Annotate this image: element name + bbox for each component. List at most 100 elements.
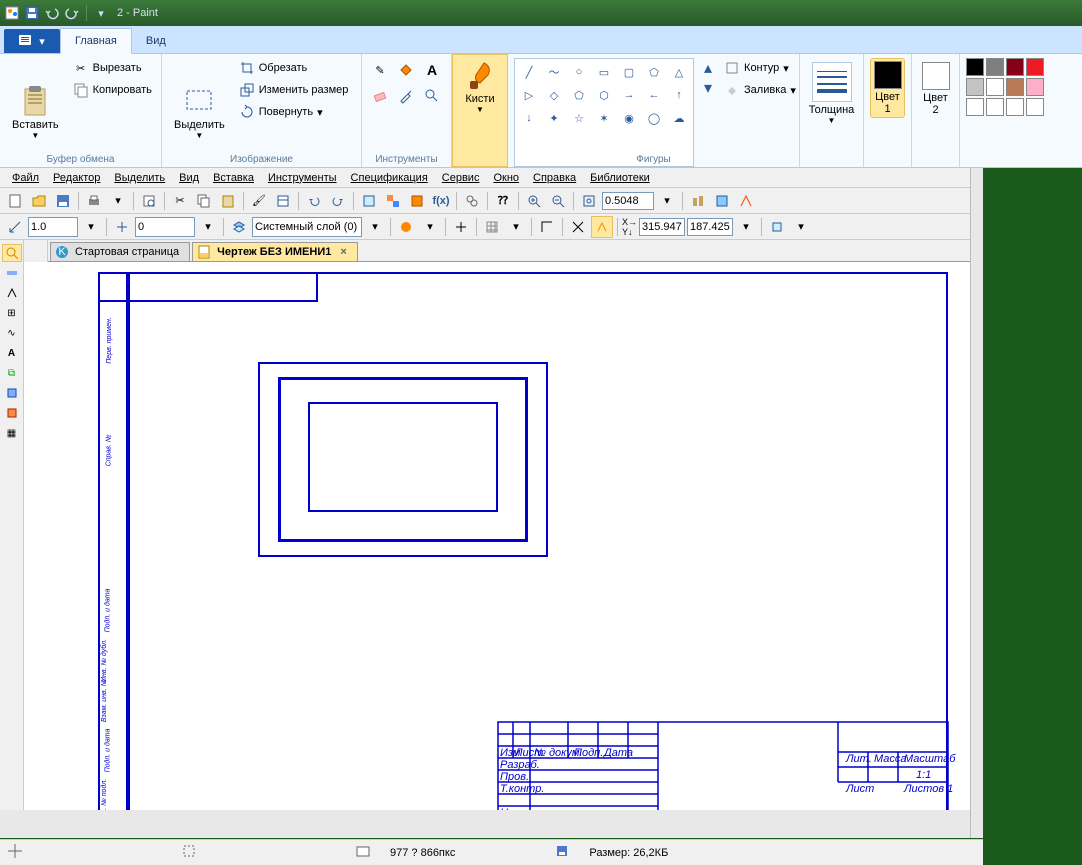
tb2-e[interactable] [591,216,613,238]
fx-icon[interactable]: f(x) [430,190,452,212]
cad-toolbar-2: 1.0▾ 0▾ Системный слой (0)▾ ▾ ▾ X→Y↓ ▾ ▾ [0,214,983,240]
tb2-a[interactable] [395,216,417,238]
open-icon[interactable] [28,190,50,212]
undo-icon[interactable] [44,5,60,21]
tb2-d[interactable] [567,216,589,238]
coord-y-input[interactable] [687,218,733,236]
cad-menu-editor[interactable]: Редактор [47,170,106,186]
scale-icon[interactable] [4,216,26,238]
cut-button[interactable]: ✂Вырезать [69,58,156,78]
redo-icon-2[interactable] [327,190,349,212]
select-rect-icon [183,85,215,117]
print-icon[interactable] [83,190,105,212]
tab-view[interactable]: Вид [132,29,180,53]
cad-tab-drawing[interactable]: Чертеж БЕЗ ИМЕНИ1 × [192,242,358,261]
cad-menu-spec[interactable]: Спецификация [345,170,434,186]
tb-icon-f[interactable] [735,190,757,212]
cad-menu-service[interactable]: Сервис [436,170,486,186]
cad-menu-select[interactable]: Выделить [108,170,171,186]
shapes-gallery[interactable]: ╱〜○▭▢⬠△ ▷◇⬠⬡→←↑ ↓✦☆✶◉◯☁ [514,58,694,167]
st-select[interactable] [2,244,22,262]
preview-icon[interactable]: ▾ [107,190,129,212]
brushes-button[interactable]: Кисти ▼ [455,57,505,116]
st-8[interactable] [2,404,22,422]
pencil-tool[interactable]: ✎ [368,58,392,82]
st-9[interactable]: ▦ [2,424,22,442]
copy-icon-2[interactable] [193,190,215,212]
qat-dropdown-icon[interactable]: ▾ [93,5,109,21]
zoom-in-icon[interactable] [523,190,545,212]
tb-icon-c[interactable] [406,190,428,212]
paint-app-icon[interactable] [4,5,20,21]
vars-icon[interactable] [461,190,483,212]
tb-icon-b[interactable] [382,190,404,212]
tb2-f[interactable] [766,216,788,238]
picker-tool[interactable] [394,84,418,108]
cad-menu-view[interactable]: Вид [173,170,205,186]
file-menu-button[interactable]: ▾ [4,29,60,53]
help-icon[interactable]: ⁇ [492,190,514,212]
zoom-value-input[interactable] [602,192,654,210]
save-icon[interactable] [24,5,40,21]
thickness-button[interactable]: Толщина ▼ [806,58,857,129]
layer-combo[interactable]: Системный слой (0) [252,217,362,237]
tb-icon-e[interactable] [711,190,733,212]
scale2-combo[interactable]: 0 [135,217,195,237]
cad-tab-start[interactable]: K Стартовая страница [50,242,190,261]
st-2[interactable] [2,284,22,302]
select-button[interactable]: Выделить ▼ [168,58,231,167]
st-6[interactable]: ⧉ [2,364,22,382]
cad-menubar: Файл Редактор Выделить Вид Вставка Инстр… [0,168,983,188]
tab-home[interactable]: Главная [60,28,132,54]
cad-menu-file[interactable]: Файл [6,170,45,186]
paste-icon-2[interactable] [217,190,239,212]
scale2-icon[interactable] [111,216,133,238]
copy-button[interactable]: Копировать [69,80,156,100]
cad-drawing-canvas[interactable]: Перв. примен. Справ. № Подп. и дата Инв.… [24,262,983,810]
cad-menu-window[interactable]: Окно [487,170,525,186]
zoom-dropdown[interactable]: ▾ [656,190,678,212]
rotate-button[interactable]: Повернуть ▾ [235,102,353,122]
tb-icon-d[interactable] [687,190,709,212]
outline-button[interactable]: Контур ▾ [720,58,800,78]
scale1-combo[interactable]: 1.0 [28,217,78,237]
brush-icon-2[interactable]: 🖌 [248,190,270,212]
fill-button[interactable]: Заливка ▾ [720,80,800,100]
save-icon-2[interactable] [52,190,74,212]
cut-icon-2[interactable]: ✂ [169,190,191,212]
st-4[interactable]: ∿ [2,324,22,342]
cad-menu-insert[interactable]: Вставка [207,170,260,186]
fill-tool[interactable] [394,58,418,82]
cad-scrollbar-area[interactable] [970,168,983,838]
redo-icon[interactable] [64,5,80,21]
new-doc-icon[interactable] [4,190,26,212]
preview2-icon[interactable] [138,190,160,212]
st-1[interactable] [2,264,22,282]
color1-button[interactable]: Цвет 1 [870,58,905,118]
grid-icon[interactable] [481,216,503,238]
tb2-b[interactable] [450,216,472,238]
zoom-out-icon[interactable] [547,190,569,212]
eraser-tool[interactable] [368,84,392,108]
zoom-fit-icon[interactable] [578,190,600,212]
undo-icon-2[interactable] [303,190,325,212]
layers-icon[interactable] [228,216,250,238]
st-5[interactable]: A [2,344,22,362]
resize-button[interactable]: Изменить размер [235,80,353,100]
st-3[interactable]: ⊞ [2,304,22,322]
props-icon[interactable] [272,190,294,212]
cad-menu-tools[interactable]: Инструменты [262,170,343,186]
coord-x-input[interactable] [639,218,685,236]
tb-icon-a[interactable] [358,190,380,212]
paste-button[interactable]: Вставить ▼ [6,58,65,167]
color2-button[interactable]: Цвет 2 [918,58,953,120]
color-palette[interactable] [966,58,1048,116]
magnifier-tool[interactable] [420,84,444,108]
crop-button[interactable]: Обрезать [235,58,353,78]
cad-menu-libs[interactable]: Библиотеки [584,170,656,186]
text-tool[interactable]: A [420,58,444,82]
tb2-c[interactable] [536,216,558,238]
cad-menu-help[interactable]: Справка [527,170,582,186]
close-tab-icon[interactable]: × [340,246,346,258]
st-7[interactable] [2,384,22,402]
